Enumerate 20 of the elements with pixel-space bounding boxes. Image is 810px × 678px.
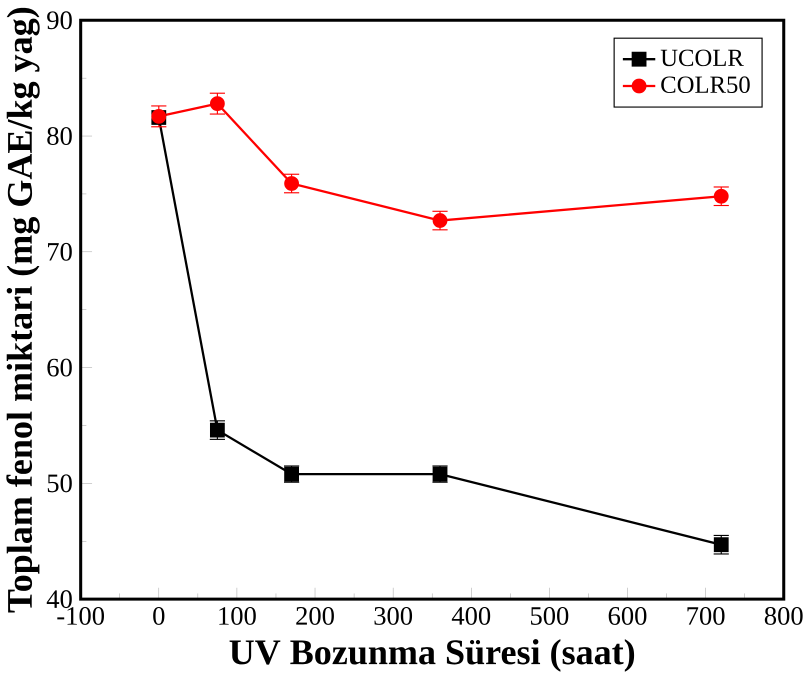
legend-label: COLR50: [661, 76, 750, 93]
x-tick-label: 600: [608, 606, 646, 625]
x-tick-label: 0: [153, 606, 164, 625]
y-tick-label: 80: [47, 127, 72, 145]
legend-label: UCOLR: [660, 50, 744, 66]
y-tick-label: 50: [48, 474, 72, 492]
y-tick-label: 40: [46, 590, 72, 608]
x-tick-label: 700: [687, 606, 725, 625]
x-tick-label: -100: [57, 606, 104, 625]
x-tick-label: 500: [531, 606, 568, 625]
x-axis-title: UV Bozunma Süresi (saat): [230, 639, 634, 672]
x-tick-label: 100: [219, 606, 256, 625]
y-axis-title: Toplam fenol miktari (mg GAE/kg yag): [6, 8, 40, 612]
x-tick-label: 400: [452, 606, 490, 625]
y-tick-label: 90: [47, 11, 72, 30]
y-tick-label: 60: [47, 358, 72, 377]
y-tick-label: 70: [48, 242, 72, 261]
x-tick-label: 800: [764, 606, 803, 625]
x-tick-label: 300: [374, 606, 412, 625]
x-tick-label: 200: [296, 606, 334, 625]
